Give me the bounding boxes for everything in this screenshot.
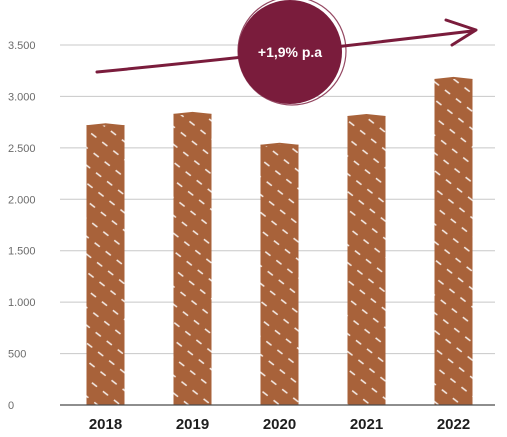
bar-2019 xyxy=(173,111,212,406)
y-tick-labels: 0 500 1.000 1.500 2.000 2.500 3.000 3.500 xyxy=(8,40,36,412)
y-tick-label: 3.000 xyxy=(8,91,36,103)
y-tick-label: 0 xyxy=(8,400,14,412)
bar-2021 xyxy=(347,113,386,405)
y-tick-label: 500 xyxy=(8,349,26,361)
x-tick-label: 2021 xyxy=(350,416,383,433)
growth-badge: +1,9% p.a xyxy=(237,0,347,106)
growth-badge-circle xyxy=(238,0,342,104)
growth-arrow-head xyxy=(444,18,478,47)
y-tick-label: 1.500 xyxy=(8,246,36,258)
bar-2020 xyxy=(260,142,299,405)
y-tick-label: 1.000 xyxy=(8,297,36,309)
bars xyxy=(86,76,473,406)
bar-top-edge xyxy=(173,111,212,116)
bar-top-edge xyxy=(86,123,125,128)
x-tick-label: 2018 xyxy=(89,416,122,433)
y-tick-label: 2.500 xyxy=(8,143,36,155)
x-tick-label: 2022 xyxy=(437,416,470,433)
bar-2018 xyxy=(86,123,125,405)
x-tick-label: 2019 xyxy=(176,416,209,433)
x-tick-label: 2020 xyxy=(263,416,296,433)
bar-2022 xyxy=(434,76,473,405)
bar-hatch xyxy=(86,125,125,405)
bar-hatch xyxy=(434,78,473,405)
bar-hatch xyxy=(347,115,386,405)
bar-top-edge xyxy=(434,76,473,81)
x-tick-labels: 2018 2019 2020 2021 2022 xyxy=(89,416,470,433)
growth-badge-label: +1,9% p.a xyxy=(258,44,322,60)
y-tick-label: 3.500 xyxy=(8,40,36,52)
growth-badge-outline xyxy=(237,0,347,106)
bar-hatch xyxy=(260,144,299,405)
bar-hatch xyxy=(173,113,212,406)
bar-top-edge xyxy=(347,113,386,118)
bar-top-edge xyxy=(260,142,299,147)
y-tick-label: 2.000 xyxy=(8,194,36,206)
